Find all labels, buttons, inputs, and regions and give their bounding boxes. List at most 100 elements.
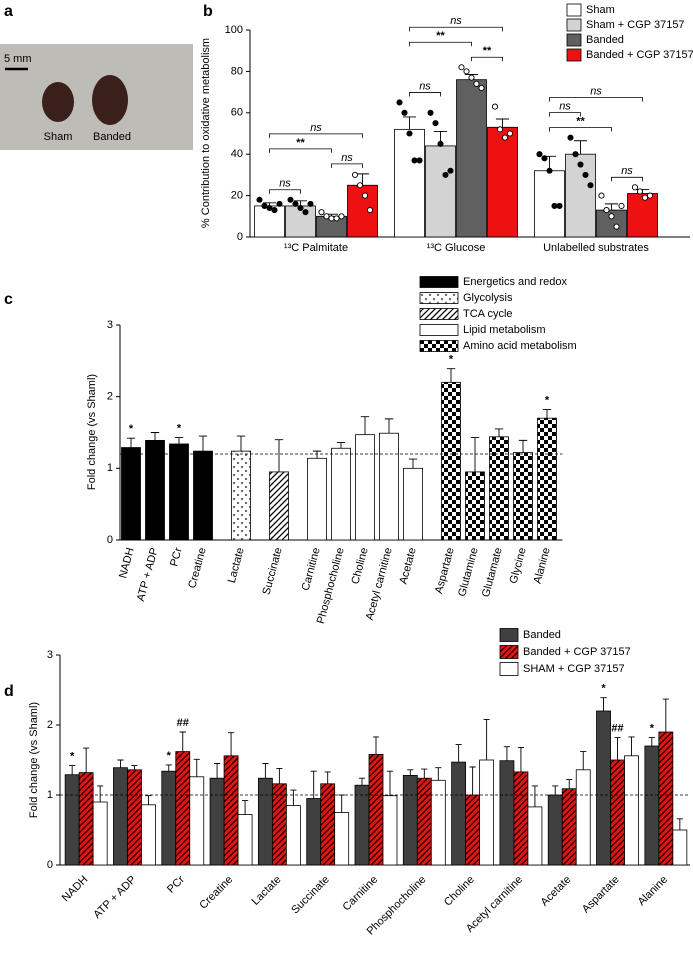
data-point [318,209,325,216]
bar [402,775,418,866]
x-tick-label: Creatine [186,546,208,589]
legend-swatch [499,628,519,642]
x-tick-label: ¹³C Glucose [427,242,486,254]
error-bar [446,368,456,383]
bar [513,771,529,866]
y-tick-label: 20 [231,190,243,202]
comparison-label: ns [419,80,431,92]
error-bar [241,800,249,815]
data-point [608,213,615,220]
error-bar [386,770,394,796]
y-tick-label: 80 [231,65,243,77]
comparison-label: ns [341,152,353,164]
x-tick-label: Lactate [226,546,247,584]
y-axis-label: % Contribution to oxidative metabolism [200,38,212,228]
bar [610,759,625,866]
bar [403,467,423,541]
x-tick-label: Unlabelled substrates [543,242,649,254]
data-point [603,207,610,214]
data-point [297,204,304,212]
y-axis-label: Fold change (vs Shaml) [86,374,98,490]
error-bar [165,764,172,772]
x-tick-label: Acetate [397,546,418,585]
data-point [463,68,470,75]
chart-panel: d 0 1 2 3 Fold change (vs Shaml) NADH * ATP + AD… [4,628,690,938]
bar [479,759,495,866]
data-point [577,161,584,168]
bar [465,471,485,541]
error-bar [355,173,370,186]
comparison-label: ** [483,45,492,57]
error-bar [455,744,462,763]
error-bar [384,418,394,434]
comparison-bracket [269,189,301,194]
bar [627,193,658,238]
data-point [361,192,369,199]
bar [92,801,108,866]
comparison-label: ns [310,122,322,134]
x-tick-label: Acetate [539,874,574,909]
data-point [437,140,444,147]
data-point [556,202,563,209]
data-point [271,207,278,214]
comparison-bracket [549,127,612,132]
bar [382,795,398,866]
bar [624,755,639,866]
x-tick-label: ATP + ADP [135,546,161,602]
error-bar [494,428,504,437]
bar [169,443,189,541]
bar [441,381,461,541]
bar [307,457,327,541]
bar [254,205,285,238]
error-bar [312,450,322,459]
data-point [416,157,423,164]
y-tick-label: 0 [47,859,53,871]
y-tick-label: 1 [47,789,53,801]
legend-swatch [499,645,519,659]
bar [537,417,557,541]
x-tick-label: Glutamine [456,546,481,598]
legend-swatch [419,292,459,304]
y-tick-label: 3 [107,319,113,331]
legend-label: Energetics and redox [463,276,567,288]
data-point [468,74,475,81]
bar [121,447,141,541]
legend-label: Amino acid metabolism [463,340,577,352]
error-bar [407,769,414,776]
legend-label: Sham + CGP 37157 [586,19,685,31]
comparison-bracket [611,176,643,182]
x-tick-label: Carnitine [300,546,323,592]
data-point [442,171,449,178]
legend-label: Banded [586,34,624,46]
bar [331,447,351,541]
data-point [582,171,589,178]
y-tick-label: 40 [231,148,243,160]
data-point [323,213,330,220]
y-axis-label: Fold change (vs Shaml) [28,702,40,818]
y-tick-label: 2 [47,719,53,731]
y-tick-label: 60 [231,107,243,119]
bar [561,788,577,866]
legend-label: TCA cycle [463,308,513,320]
photo-panel: a 5 mm Sham Banded [0,3,193,150]
error-bar [310,770,317,799]
bar [575,769,591,866]
data-point [328,215,335,222]
bar [193,450,213,541]
panel-letter: b [203,3,213,20]
heart-sham [42,82,74,122]
data-point [458,64,465,71]
comparison-bracket [269,148,332,153]
bar [672,829,688,866]
bar [113,767,128,866]
comparison-label: ** [576,116,585,128]
error-bar [126,437,136,448]
data-point [567,134,574,141]
x-tick-label: PCr [168,546,185,568]
data-point [473,80,480,87]
y-tick-label: 3 [47,649,53,661]
chart-panel: c 0 1 2 3 Fold change (vs Shaml) NADH * ATP + AD… [4,276,577,625]
error-bar [408,458,418,469]
legend-label: Lipid metabolism [463,324,546,336]
significance-label: * [545,394,550,406]
